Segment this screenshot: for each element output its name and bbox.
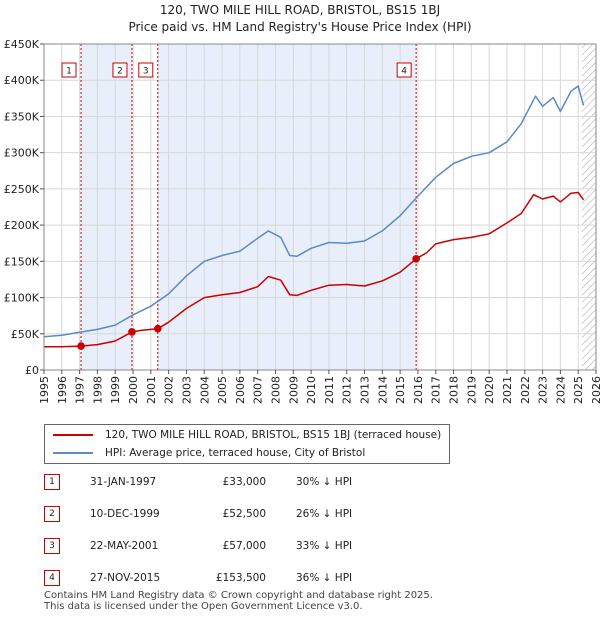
x-tick-label: 2017: [430, 376, 443, 404]
transaction-hpi-diff: 30% ↓ HPI: [296, 476, 353, 488]
x-tick-label: 2022: [519, 376, 532, 404]
sale-label-number: 1: [66, 67, 72, 77]
x-tick-label: 1997: [74, 376, 87, 404]
x-tick-label: 2003: [180, 376, 193, 404]
legend-label-property: 120, TWO MILE HILL ROAD, BRISTOL, BS15 1…: [105, 429, 442, 441]
transaction-number-badge: 1: [44, 474, 60, 490]
sale-label-number: 3: [143, 67, 149, 77]
sale-label-number: 2: [117, 67, 123, 77]
x-tick-label: 2007: [252, 376, 265, 404]
legend-item-property: 120, TWO MILE HILL ROAD, BRISTOL, BS15 1…: [53, 427, 441, 443]
transaction-date: 31-JAN-1997: [90, 476, 157, 488]
legend-swatch-property: [53, 434, 93, 436]
sale-point: [153, 324, 162, 333]
transaction-number-badge: 4: [44, 570, 60, 586]
table-row: 3 22-MAY-2001 £57,000 33% ↓ HPI: [44, 538, 424, 556]
plot-background: [44, 44, 596, 370]
series-lines: [43, 85, 585, 348]
series-line-hpi: [43, 85, 585, 338]
chart-title: 120, TWO MILE HILL ROAD, BRISTOL, BS15 1…: [160, 3, 440, 17]
y-tick-label: £450K: [4, 38, 40, 51]
axes: £0 £50K £100K £150K £200K £250K £300K £350K £400…: [4, 38, 600, 404]
x-tick-label: 2000: [127, 376, 140, 404]
x-tick-label: 2011: [323, 376, 336, 404]
transaction-hpi-diff: 33% ↓ HPI: [296, 540, 353, 552]
x-tick-label: 1999: [109, 376, 122, 404]
x-tick-label: 2010: [305, 376, 318, 404]
x-tick-label: 2018: [448, 376, 461, 404]
x-tick-label: 2023: [537, 376, 550, 404]
transaction-hpi-diff: 36% ↓ HPI: [296, 572, 353, 584]
transaction-price: £57,000: [222, 540, 266, 552]
transaction-number-badge: 3: [44, 538, 60, 554]
y-tick-label: £200K: [4, 219, 40, 232]
x-tick-label: 2001: [145, 376, 158, 404]
legend-swatch-hpi: [53, 452, 93, 454]
y-tick-label: £50K: [11, 328, 40, 341]
x-tick-label: 2019: [465, 376, 478, 404]
x-tick-label: 2012: [341, 376, 354, 404]
footer: Contains HM Land Registry data © Crown c…: [44, 590, 433, 612]
sale-point: [77, 342, 85, 350]
sale-label-number: 4: [401, 67, 407, 77]
transaction-price: £52,500: [222, 508, 266, 520]
x-tick-label: 2009: [287, 376, 300, 404]
y-tick-label: £250K: [4, 183, 40, 196]
footer-licence: This data is licensed under the Open Gov…: [44, 601, 363, 612]
sale-label-box: [138, 62, 154, 78]
x-tick-label: 2013: [359, 376, 372, 404]
x-tick-label: 1995: [38, 376, 51, 404]
footer-copyright: Contains HM Land Registry data © Crown c…: [44, 590, 433, 601]
sale-label-box: [396, 62, 412, 78]
table-row: 4 27-NOV-2015 £153,500 36% ↓ HPI: [44, 570, 424, 588]
sale-label-box: [61, 62, 77, 78]
x-tick-label: 2006: [234, 376, 247, 404]
table-row: 2 10-DEC-1999 £52,500 26% ↓ HPI: [44, 506, 424, 524]
y-tick-label: £400K: [4, 74, 40, 87]
x-tick-label: 2020: [483, 376, 496, 404]
x-tick-label: 2024: [554, 376, 567, 404]
legend-label-hpi: HPI: Average price, terraced house, City…: [105, 447, 366, 459]
sale-point: [128, 328, 136, 336]
x-tick-label: 1998: [91, 376, 104, 404]
transaction-date: 10-DEC-1999: [90, 508, 160, 520]
chart-subtitle: Price paid vs. HM Land Registry's House …: [128, 20, 471, 34]
y-tick-label: £300K: [4, 147, 40, 160]
x-tick-label: 2021: [501, 376, 514, 404]
shaded-period: [81, 44, 132, 370]
x-tick-label: 2002: [163, 376, 176, 404]
transaction-date: 27-NOV-2015: [90, 572, 161, 584]
x-tick-label: 2005: [216, 376, 229, 404]
series-line-property: [44, 191, 585, 348]
legend-item-hpi: HPI: Average price, terraced house, City…: [53, 445, 365, 461]
transaction-hpi-diff: 26% ↓ HPI: [296, 508, 353, 520]
x-tick-label: 2014: [376, 376, 389, 404]
transaction-number-badge: 2: [44, 506, 60, 522]
x-tick-label: 2016: [412, 376, 425, 404]
y-tick-label: £100K: [4, 292, 40, 305]
sale-label-box: [112, 62, 128, 78]
plot-border: [43, 43, 597, 371]
x-tick-label: 2008: [269, 376, 282, 404]
transaction-date: 22-MAY-2001: [90, 540, 159, 552]
legend: 120, TWO MILE HILL ROAD, BRISTOL, BS15 1…: [44, 424, 450, 464]
x-tick-label: 2026: [590, 376, 600, 404]
y-tick-label: £0: [25, 364, 39, 377]
sale-point: [412, 254, 420, 263]
price-chart: 120, TWO MILE HILL ROAD, BRISTOL, BS15 1…: [4, 3, 600, 404]
x-tick-label: 2015: [394, 376, 407, 404]
transaction-price: £153,500: [215, 572, 266, 584]
x-tick-label: 1996: [56, 376, 69, 404]
x-tick-label: 2004: [198, 376, 211, 404]
table-row: 1 31-JAN-1997 £33,000 30% ↓ HPI: [44, 474, 424, 492]
forecast-hatch: [581, 44, 596, 370]
sale-markers: 1 2 3 4: [61, 62, 420, 350]
shaded-period: [157, 44, 417, 370]
y-tick-label: £350K: [4, 110, 40, 123]
x-tick-label: 2025: [572, 376, 585, 404]
y-tick-label: £150K: [4, 255, 40, 268]
transaction-price: £33,000: [222, 476, 266, 488]
